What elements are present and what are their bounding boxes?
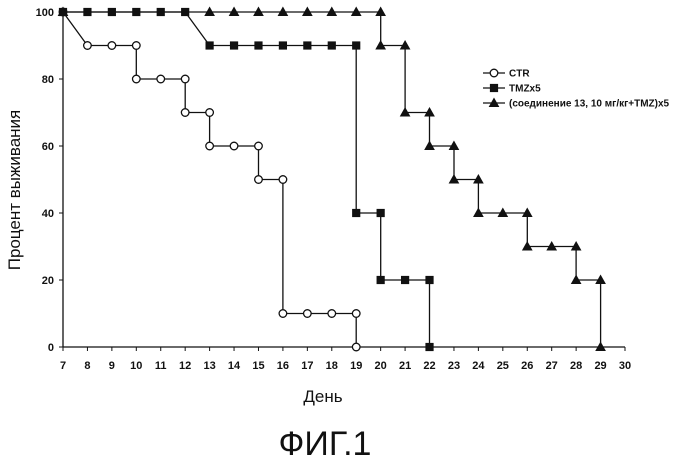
y-tick-label: 0 [48,342,54,354]
legend-item: TMZx5 [483,84,541,95]
legend-item: (соединение 13, 10 мг/кг+TMZ)x5 [483,99,670,110]
y-tick-label: 60 [42,141,54,153]
x-tick-label: 7 [60,360,66,372]
data-point [181,109,189,117]
data-point [304,310,312,318]
x-tick-label: 11 [155,360,167,372]
legend-item: CTR [483,69,530,80]
series-layer [59,8,606,351]
y-tick-label: 80 [42,74,54,86]
axes [63,12,625,347]
data-point [157,75,165,83]
data-point [255,176,263,184]
data-point [133,42,141,50]
series-line [63,12,601,347]
y-tick-label: 40 [42,208,54,220]
series-3 [59,8,606,351]
data-point [353,42,360,49]
data-point [108,42,116,50]
data-point [328,310,336,318]
data-point [352,310,360,318]
legend-marker [490,69,498,77]
x-tick-label: 27 [546,360,558,372]
x-tick-label: 25 [497,360,509,372]
x-tick-label: 26 [521,360,533,372]
y-axis-ticks: 0 20 40 60 80 100 [36,7,63,354]
legend: CTR TMZx5 (соединение 13, 10 мг/кг+TMZ)x5 [483,69,670,110]
data-point [279,310,287,318]
series-line [63,12,356,347]
legend-label: TMZx5 [509,84,541,95]
data-point [279,176,287,184]
x-tick-label: 14 [228,360,241,372]
x-tick-label: 22 [423,360,435,372]
data-point [255,142,263,150]
x-tick-label: 28 [570,360,582,372]
x-tick-label: 20 [375,360,387,372]
data-point [304,42,311,49]
data-point [230,142,238,150]
x-tick-label: 19 [350,360,362,372]
y-tick-label: 20 [42,275,54,287]
x-tick-label: 29 [594,360,606,372]
legend-marker [490,84,497,91]
x-tick-label: 12 [179,360,191,372]
data-point [181,75,189,83]
data-point [133,75,141,83]
x-tick-label: 10 [130,360,142,372]
y-tick-label: 100 [36,7,54,19]
data-point [401,276,408,283]
data-point [255,42,262,49]
y-axis-label: Процент выживания [5,110,24,271]
x-tick-label: 17 [301,360,313,372]
data-point [426,343,433,350]
x-tick-label: 30 [619,360,631,372]
x-tick-label: 23 [448,360,460,372]
x-tick-label: 15 [252,360,264,372]
series-2 [59,8,433,350]
data-point [328,42,335,49]
legend-label: (соединение 13, 10 мг/кг+TMZ)x5 [509,99,670,110]
data-point [352,343,360,351]
data-point [206,109,214,117]
x-tick-label: 18 [326,360,338,372]
series-line [63,12,430,347]
series-1 [59,8,360,351]
data-point [426,276,433,283]
data-point [279,42,286,49]
data-point [84,42,92,50]
x-tick-label: 21 [399,360,411,372]
data-point [377,209,384,216]
data-point [377,276,384,283]
x-tick-label: 9 [109,360,115,372]
data-point [353,209,360,216]
x-tick-label: 8 [84,360,90,372]
x-tick-label: 24 [472,360,485,372]
figure-caption: ФИГ.1 [279,425,372,463]
x-axis-ticks: 7 8 9 10 11 12 13 14 15 16 17 18 19 20 21 22 23 24 25 26 27 2… [60,347,631,372]
x-axis-label: День [303,387,342,406]
x-tick-label: 13 [203,360,215,372]
data-point [230,42,237,49]
data-point [206,42,213,49]
x-tick-label: 16 [277,360,289,372]
data-point [206,142,214,150]
legend-label: CTR [509,69,530,80]
